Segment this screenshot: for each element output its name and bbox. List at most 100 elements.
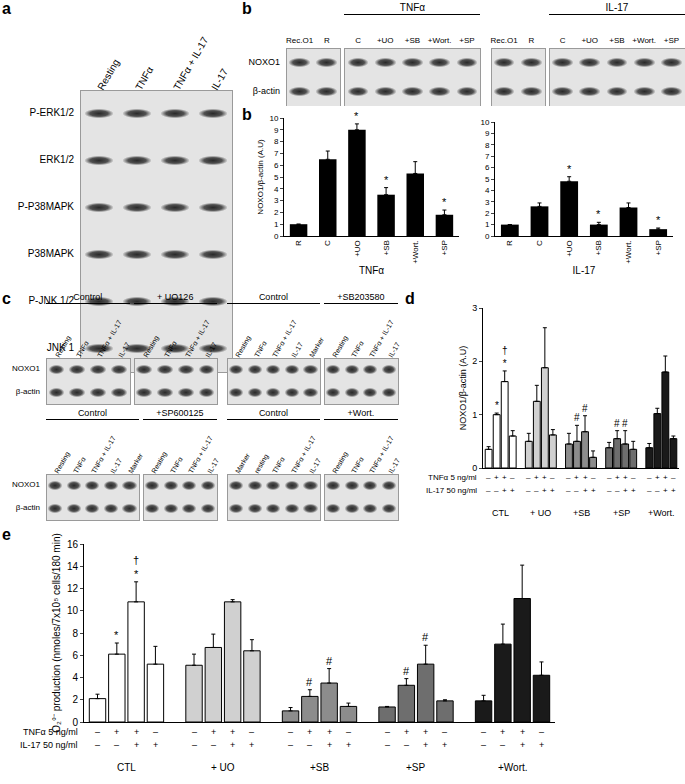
svg-text:4: 4	[274, 185, 279, 194]
svg-text:–: –	[192, 740, 197, 750]
svg-text:+SB: +SB	[382, 240, 391, 255]
svg-text:–: –	[615, 486, 620, 495]
svg-text:8: 8	[72, 628, 78, 639]
svg-text:8: 8	[274, 137, 279, 146]
svg-text:14: 14	[67, 561, 79, 572]
svg-text:+Wort.: +Wort.	[498, 762, 528, 773]
svg-text:–: –	[550, 473, 555, 482]
svg-text:10: 10	[269, 114, 278, 123]
svg-text:+: +	[494, 473, 499, 482]
svg-text:†*: †*	[133, 554, 139, 580]
svg-text:+: +	[542, 486, 547, 495]
svg-text:#: #	[614, 418, 620, 429]
svg-text:*: *	[384, 174, 389, 186]
svg-text:+: +	[423, 740, 428, 750]
svg-text:+: +	[591, 486, 596, 495]
svg-text:NOXO1/β-actin (A.U): NOXO1/β-actin (A.U)	[256, 139, 265, 215]
svg-text:7: 7	[485, 152, 490, 161]
svg-text:–: –	[631, 473, 636, 482]
svg-text:–: –	[647, 486, 652, 495]
svg-text:#: #	[422, 631, 429, 643]
svg-text:–: –	[607, 486, 612, 495]
svg-text:7: 7	[274, 149, 279, 158]
svg-text:+: +	[583, 473, 588, 482]
svg-text:+SP: +SP	[406, 762, 426, 773]
svg-text:+: +	[655, 473, 660, 482]
svg-text:+: +	[502, 486, 507, 495]
svg-text:+SP: +SP	[440, 240, 449, 255]
svg-text:IL-17 50 ng/ml: IL-17 50 ng/ml	[426, 486, 477, 495]
svg-text:#: #	[403, 665, 410, 677]
svg-text:+: +	[423, 727, 428, 737]
svg-text:+: +	[542, 473, 547, 482]
svg-text:–: –	[500, 740, 505, 750]
svg-text:3: 3	[274, 196, 279, 205]
svg-text:+: +	[583, 486, 588, 495]
svg-text:–: –	[95, 740, 100, 750]
svg-text:–: –	[307, 740, 312, 750]
svg-text:+: +	[134, 740, 139, 750]
svg-text:–: –	[591, 473, 596, 482]
svg-text:–: –	[539, 727, 544, 737]
svg-text:1: 1	[274, 220, 279, 229]
svg-text:+: +	[404, 727, 409, 737]
svg-text:+: +	[631, 486, 636, 495]
svg-text:+: +	[153, 740, 158, 750]
svg-text:–: –	[526, 486, 531, 495]
svg-text:–: –	[153, 727, 158, 737]
svg-text:–: –	[114, 740, 119, 750]
svg-text:2: 2	[485, 209, 490, 218]
svg-text:–: –	[510, 473, 515, 482]
svg-text:3: 3	[472, 303, 477, 313]
svg-text:+: +	[534, 473, 539, 482]
svg-text:–: –	[95, 727, 100, 737]
svg-text:+: +	[574, 473, 579, 482]
svg-text:+Wort.: +Wort.	[648, 508, 675, 518]
svg-text:+: +	[114, 727, 119, 737]
svg-text:–: –	[671, 473, 676, 482]
svg-text:+: +	[327, 727, 332, 737]
svg-text:+ UO: + UO	[530, 508, 551, 518]
svg-text:+: +	[520, 727, 525, 737]
svg-text:+SP: +SP	[613, 508, 630, 518]
svg-text:–: –	[486, 486, 491, 495]
svg-text:–: –	[192, 727, 197, 737]
svg-text:+: +	[663, 473, 668, 482]
svg-text:+: +	[230, 727, 235, 737]
svg-text:TNFα: TNFα	[359, 265, 384, 276]
svg-text:+: +	[249, 740, 254, 750]
svg-text:8: 8	[485, 141, 490, 150]
svg-text:5: 5	[485, 175, 490, 184]
svg-text:C: C	[535, 240, 544, 246]
svg-text:+: +	[539, 740, 544, 750]
svg-text:–: –	[404, 740, 409, 750]
svg-text:+: +	[500, 727, 505, 737]
svg-text:–: –	[607, 473, 612, 482]
svg-text:–: –	[647, 473, 652, 482]
svg-text:+: +	[550, 486, 555, 495]
svg-text:+: +	[510, 486, 515, 495]
svg-text:3: 3	[485, 198, 490, 207]
svg-text:+UO: +UO	[565, 240, 574, 257]
svg-text:2: 2	[274, 208, 279, 217]
svg-text:+SP: +SP	[654, 240, 663, 255]
svg-text:–: –	[288, 740, 293, 750]
svg-text:–: –	[481, 740, 486, 750]
svg-text:IL-17 50 ng/ml: IL-17 50 ng/ml	[20, 740, 78, 750]
svg-text:–: –	[385, 740, 390, 750]
svg-text:*: *	[354, 110, 359, 122]
svg-text:#: #	[326, 655, 333, 667]
svg-text:–: –	[574, 486, 579, 495]
svg-text:–: –	[494, 486, 499, 495]
svg-text:2: 2	[472, 356, 477, 366]
svg-text:9: 9	[274, 126, 279, 135]
svg-text:+: +	[230, 740, 235, 750]
svg-text:*: *	[442, 196, 447, 208]
svg-text:0: 0	[72, 717, 78, 728]
svg-text:+: +	[442, 740, 447, 750]
svg-text:O₂°⁻ production (nmoles/7x10⁵: O₂°⁻ production (nmoles/7x10⁵ cells/180 …	[51, 533, 62, 733]
svg-text:+: +	[520, 740, 525, 750]
svg-text:+: +	[663, 486, 668, 495]
svg-text:+Wort.: +Wort.	[624, 240, 633, 264]
svg-text:–: –	[346, 727, 351, 737]
